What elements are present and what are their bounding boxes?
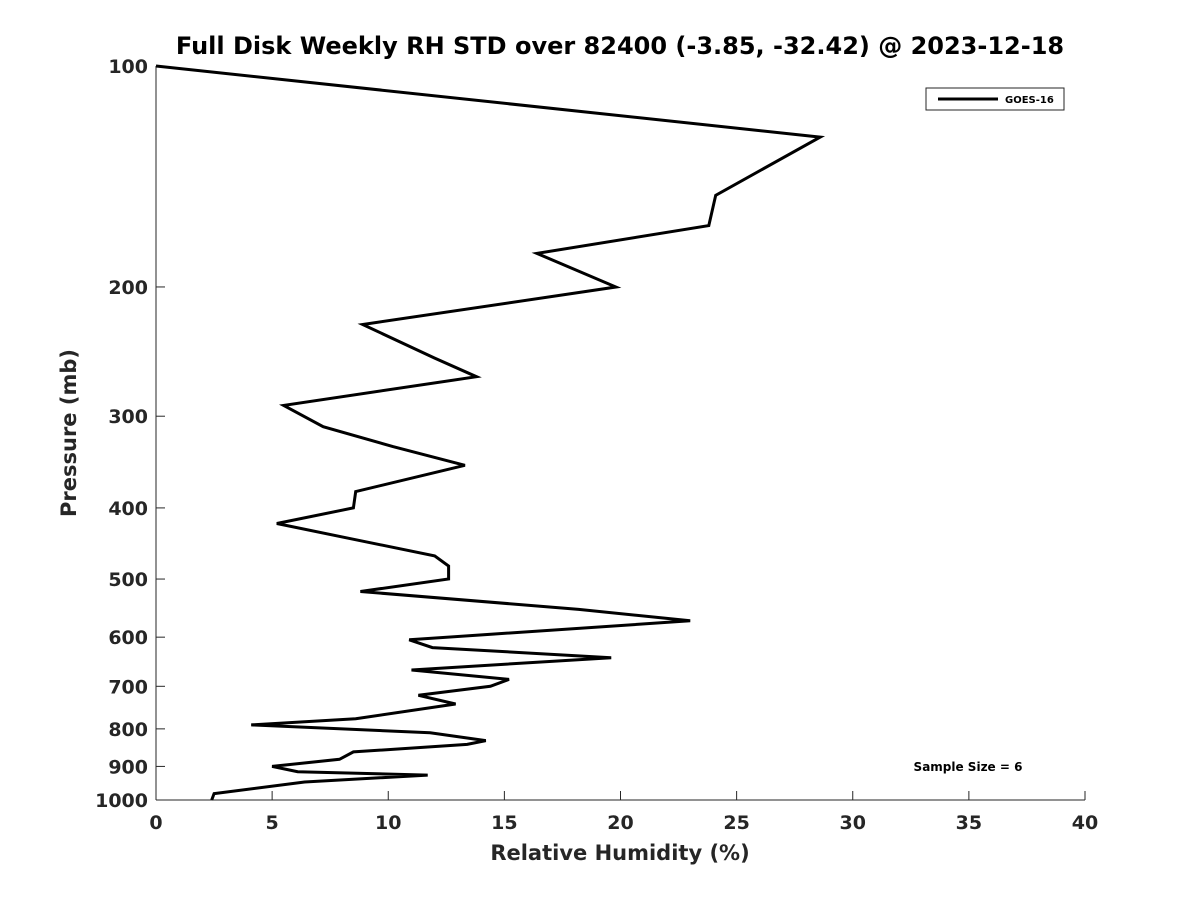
y-tick-label: 500 [108, 569, 148, 591]
series-line-goes-16 [155, 64, 826, 801]
x-tick-label: 40 [1072, 812, 1098, 834]
x-axis-label: Relative Humidity (%) [490, 841, 749, 865]
y-tick-label: 400 [108, 498, 148, 520]
plot-area: 0 5 10 15 20 25 30 35 40 100 200 300 400 500 600 700 800… [95, 56, 1098, 834]
x-tick-label: 10 [375, 812, 401, 834]
legend-label-goes-16: GOES-16 [1005, 95, 1054, 106]
x-tick-label: 0 [149, 812, 162, 834]
y-tick-label: 200 [108, 277, 148, 299]
x-tick-label: 35 [956, 812, 982, 834]
y-tick-label: 700 [108, 676, 148, 698]
x-tick-label: 20 [607, 812, 633, 834]
x-tick-label: 30 [840, 812, 866, 834]
y-tick-label: 800 [108, 719, 148, 741]
x-tick-label: 25 [723, 812, 749, 834]
legend: GOES-16 [925, 87, 1065, 111]
y-axis-label: Pressure (mb) [57, 349, 81, 517]
sample-size-annotation: Sample Size = 6 [914, 760, 1023, 774]
y-tick-label: 600 [108, 627, 148, 649]
y-tick-label: 100 [108, 56, 148, 78]
x-tick-label: 5 [266, 812, 279, 834]
y-tick-label: 300 [108, 406, 148, 428]
x-tick-label: 15 [491, 812, 517, 834]
y-tick-label: 1000 [95, 790, 148, 812]
chart-title: Full Disk Weekly RH STD over 82400 (-3.8… [176, 32, 1064, 60]
y-tick-label: 900 [108, 756, 148, 778]
